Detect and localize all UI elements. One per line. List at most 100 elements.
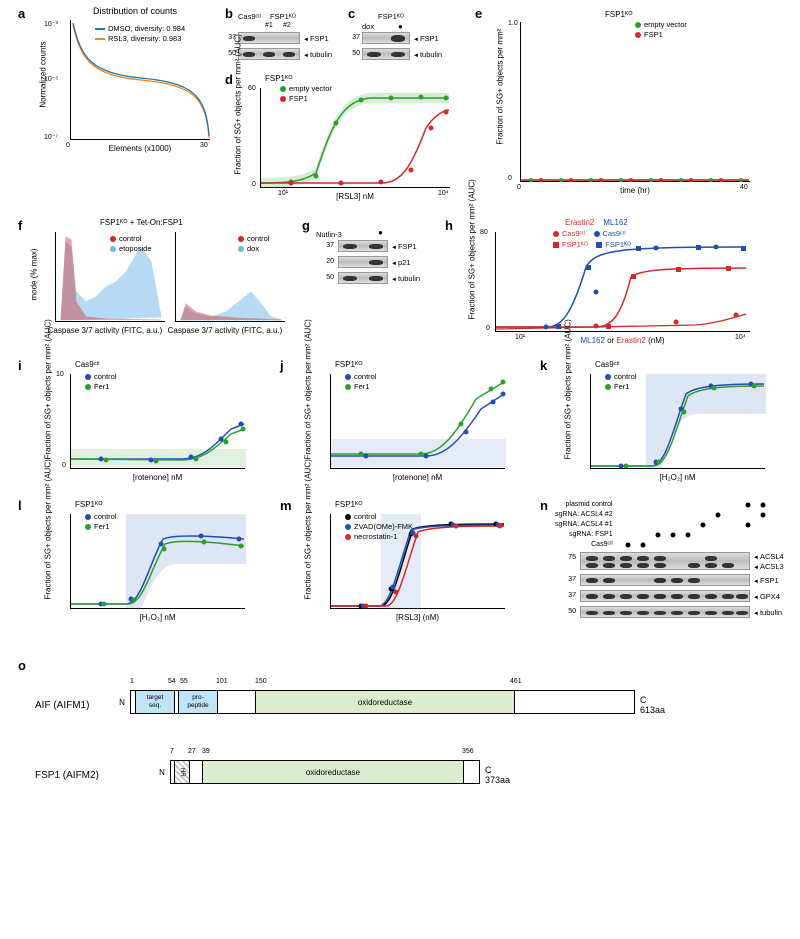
chart-l-xlabel: [H₂O₂] nM <box>70 613 245 622</box>
chart-k-legend: control Fer1 <box>605 372 637 392</box>
chart-a-legend: DMSO, diversity: 0.984 RSL3, diversity: … <box>95 24 185 44</box>
chart-e-legend: empty vector FSP1 <box>635 20 687 40</box>
n-bl-3: GPX4 <box>753 592 780 601</box>
aif-t4: 150 <box>255 678 267 685</box>
panel-label-f: f <box>18 218 22 233</box>
h-lg-3: FSP1ᴷᴼ <box>605 240 631 249</box>
mw-n-2: 37 <box>562 592 576 599</box>
chart-k-ylabel: Fraction of SG+ objects per mm² (AUC) <box>564 380 573 460</box>
chart-e-header: FSP1ᴷᴼ <box>605 10 633 19</box>
chart-m-legend: control ZVAD(OMe)-FMK necrostatin-1 <box>345 512 413 542</box>
blot-c-label-1: tubulin <box>413 50 442 59</box>
chart-i-header: Cas9ᶜᵗˡ <box>75 360 100 369</box>
blot-g-r1 <box>338 240 388 252</box>
blot-c-header: FSP1ᴷᴼ <box>378 12 404 21</box>
chart-h-titles: Erastin2 ML162 <box>565 218 628 227</box>
aif-t0: 1 <box>130 678 134 685</box>
blot-n-b3 <box>580 590 750 602</box>
blot-g-r3 <box>338 272 388 284</box>
mw-c-1: 50 <box>346 50 360 57</box>
aif-d0: targetseq. <box>135 690 175 714</box>
chart-f-ylabel: mode (% max) <box>30 248 39 300</box>
chart-m-header: FSP1ᴷᴼ <box>335 500 363 509</box>
h-lg-2: FSP1ᴷᴼ <box>562 240 588 249</box>
mw-n-1: 37 <box>562 576 576 583</box>
aif-t2: 55 <box>180 678 188 685</box>
chart-d-legend: empty vector FSP1 <box>280 84 332 104</box>
blot-c-row2 <box>362 48 410 60</box>
blot-c-row1 <box>362 32 410 44</box>
chart-m-ylabel: Fraction of SG+ objects per mm² (AUC) <box>304 520 313 600</box>
n-rl-4: Cas9ᶜᵗˡ <box>555 540 613 550</box>
chart-a-xlabel: Elements (x1000) <box>70 144 210 153</box>
mw-g-0: 37 <box>320 242 334 249</box>
blot-b-label-0: FSP1 <box>303 34 329 43</box>
fsp1-c: C 373aa <box>485 765 510 785</box>
mw-g-1: 20 <box>320 258 334 265</box>
blot-b-header-right: FSP1ᴷᴼ <box>270 12 296 21</box>
blot-n-b4 <box>580 606 750 618</box>
h-lg-0: Cas9ᶜᵗˡ <box>562 229 585 238</box>
legend-fr-1: dox <box>247 244 259 253</box>
legend-fr-0: control <box>247 234 270 243</box>
chart-i-xlabel: [rotenone] nM <box>70 473 245 482</box>
legend-a-1: RSL3, diversity: 0.983 <box>108 34 181 43</box>
blot-b-lane2: #2 <box>283 22 291 29</box>
chart-d-header: FSP1ᴷᴼ <box>265 74 293 83</box>
n-bl-2: FSP1 <box>753 576 779 585</box>
legend-fl-1: etoposide <box>119 244 152 253</box>
chart-f-header: FSP1ᴷᴼ + Tet-On:FSP1 <box>100 218 183 227</box>
n-rl-3: sgRNA: FSP1 <box>555 530 613 540</box>
mw-c-0: 37 <box>346 34 360 41</box>
f-t1: 27 <box>188 748 196 755</box>
chart-k-xlabel: [H₂O₂] nM <box>590 473 765 482</box>
chart-l-legend: control Fer1 <box>85 512 117 532</box>
f-t2: 39 <box>202 748 210 755</box>
chart-j-xlabel: [rotenone] nM <box>330 473 505 482</box>
chart-j-header: FSP1ᴷᴼ <box>335 360 363 369</box>
chart-m-xlabel: [RSL3] (nM) <box>330 613 505 622</box>
chart-f-xlabel1: Caspase 3/7 activity (FITC, a.u.) <box>40 326 170 335</box>
n-bl-4: tubulin <box>753 608 782 617</box>
blot-n-rowlabels: plasmid control sgRNA: ACSL4 #2 sgRNA: A… <box>555 500 613 550</box>
l-lg-0: control <box>94 512 117 521</box>
l-lg-1: Fer1 <box>94 522 109 531</box>
blot-b-row2 <box>238 48 300 60</box>
blot-g-l0: FSP1 <box>391 242 417 251</box>
blot-g-dot: ● <box>378 228 383 237</box>
panel-label-g: g <box>302 218 310 233</box>
m-lg-0: control <box>354 512 377 521</box>
k-lg-0: control <box>614 372 637 381</box>
chart-f-legend-l: control etoposide <box>110 234 152 254</box>
mw-n-3: 50 <box>562 608 576 615</box>
panel-label-h: h <box>445 218 453 233</box>
panel-label-m: m <box>280 498 292 513</box>
chart-l-ylabel: Fraction of SG+ objects per mm² (AUC) <box>44 520 53 600</box>
chart-h-legend: Cas9ᶜᵗˡ Cas9ᶜᵗˡ FSP1ᴷᴼ FSP1ᴷᴼ <box>553 228 631 250</box>
fsp1-d0: HR <box>174 760 190 784</box>
mw-g-2: 50 <box>320 274 334 281</box>
fsp1-d1: oxidoreductase <box>202 760 464 784</box>
chart-h-xlabel: ML162 or Erastin2 (nM) <box>495 336 750 345</box>
aif-d2: oxidoreductase <box>255 690 515 714</box>
mw-n-0: 75 <box>562 554 576 561</box>
blot-b-label-1: tubulin <box>303 50 332 59</box>
chart-d-xlabel: [RSL3] nM <box>260 192 450 201</box>
blot-b-lane1: #1 <box>265 22 273 29</box>
n-bl-0: ACSL4 <box>753 552 784 561</box>
blot-n-b2 <box>580 574 750 586</box>
m-lg-1: ZVAD(OMe)-FMK <box>354 522 413 531</box>
blot-g-r2 <box>338 256 388 268</box>
h-tl: Erastin2 <box>565 218 594 227</box>
chart-e <box>520 22 750 182</box>
blot-g-l1: p21 <box>391 258 410 267</box>
blot-g-l2: tubulin <box>391 274 420 283</box>
chart-f-xlabel2: Caspase 3/7 activity (FITC, a.u.) <box>160 326 290 335</box>
n-bl-1: ACSL3 <box>753 562 784 571</box>
legend-fl-0: control <box>119 234 142 243</box>
i-lg-1: Fer1 <box>94 382 109 391</box>
h-tr: ML162 <box>603 218 627 227</box>
panel-label-d: d <box>225 72 233 87</box>
chart-a-title: Distribution of counts <box>60 6 210 16</box>
chart-e-xlabel: time (hr) <box>520 186 750 195</box>
